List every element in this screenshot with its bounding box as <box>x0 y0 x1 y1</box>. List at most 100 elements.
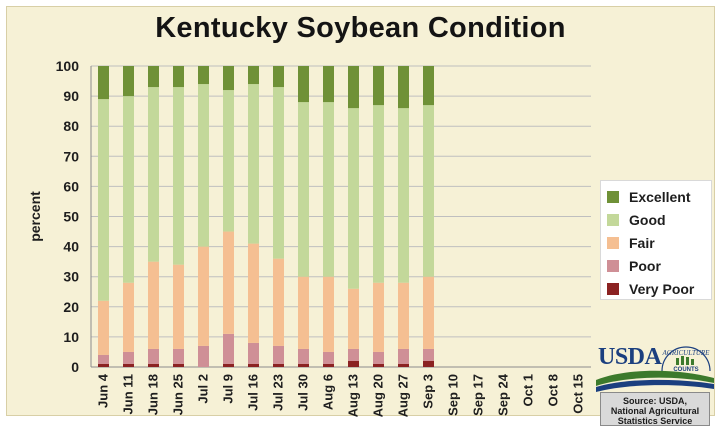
y-tick-label: 90 <box>63 88 79 104</box>
legend-label-very-poor: Very Poor <box>629 280 695 297</box>
bar-poor <box>323 351 334 364</box>
bar-fair <box>273 258 284 346</box>
bar-excellent <box>123 66 134 97</box>
x-tick-label: Sep 24 <box>496 373 511 416</box>
legend-label-excellent: Excellent <box>629 188 691 205</box>
bar-fair <box>398 282 409 349</box>
legend-label-poor: Poor <box>629 257 661 274</box>
x-tick-label: Jul 30 <box>296 374 311 411</box>
x-tick-label: Aug 20 <box>371 374 386 417</box>
x-tick-label: Jun 4 <box>96 373 111 408</box>
bar-fair <box>423 276 434 349</box>
bar-good <box>148 87 159 262</box>
bar-very-poor <box>398 363 409 367</box>
bar-fair <box>248 243 259 343</box>
legend-item-excellent: Excellent <box>607 185 705 208</box>
bar-fair <box>148 261 159 349</box>
bar-excellent <box>298 66 309 103</box>
bar-very-poor <box>373 363 384 367</box>
x-tick-label: Jun 25 <box>171 374 186 415</box>
legend-item-good: Good <box>607 208 705 231</box>
bar-fair <box>198 246 209 346</box>
bar-poor <box>298 348 309 364</box>
bar-very-poor <box>248 363 259 367</box>
badge-top-text: AGRICULTURE <box>662 349 711 357</box>
bar-good <box>398 108 409 283</box>
source-line-1: Source: USDA, <box>622 396 687 406</box>
x-tick-label: Oct 1 <box>521 374 536 407</box>
bar-fair <box>223 231 234 334</box>
badge-bottom-text: COUNTS <box>673 367 698 373</box>
bar-very-poor <box>123 363 134 367</box>
bar-excellent <box>323 66 334 103</box>
bar-fair <box>173 264 184 349</box>
bar-excellent <box>398 66 409 109</box>
source-line-3: Statistics Service <box>617 416 693 426</box>
bar-excellent <box>98 66 109 100</box>
bar-poor <box>248 342 259 364</box>
x-tick-label: Sep 3 <box>421 374 436 409</box>
bar-excellent <box>173 66 184 88</box>
bar-very-poor <box>148 363 159 367</box>
x-tick-label: Aug 6 <box>321 374 336 410</box>
bar-excellent <box>348 66 359 109</box>
bar-poor <box>148 348 159 364</box>
bar-good <box>98 99 109 301</box>
bar-poor <box>423 348 434 361</box>
bar-very-poor <box>98 363 109 367</box>
legend-swatch-very-poor <box>607 282 619 295</box>
y-tick-label: 20 <box>63 299 79 315</box>
bar-good <box>423 105 434 277</box>
usda-logo: USDA AGRICULTURE COUNTS Source: USDA, Na… <box>596 344 714 426</box>
y-tick-label: 80 <box>63 118 79 134</box>
bar-very-poor <box>273 363 284 367</box>
bar-fair <box>298 276 309 349</box>
bar-very-poor <box>223 363 234 367</box>
x-tick-label: Aug 13 <box>346 374 361 417</box>
bar-good <box>373 105 384 283</box>
bar-poor <box>198 345 209 367</box>
x-tick-label: Jun 18 <box>146 374 161 415</box>
bar-good <box>273 87 284 259</box>
bar-excellent <box>273 66 284 88</box>
bar-excellent <box>198 66 209 85</box>
x-tick-label: Oct 15 <box>571 374 586 414</box>
bar-good <box>198 84 209 247</box>
bar-good <box>123 96 134 283</box>
x-tick-label: Jul 9 <box>221 374 236 404</box>
bar-good <box>173 87 184 265</box>
chart-title: Kentucky Soybean Condition <box>155 12 566 44</box>
bar-fair <box>123 282 134 352</box>
x-tick-label: Jul 2 <box>196 374 211 404</box>
agriculture-counts-badge-icon: AGRICULTURE COUNTS <box>661 346 711 373</box>
y-tick-label: 40 <box>63 239 79 255</box>
legend: Excellent Good Fair Poor Very Poor <box>600 180 712 300</box>
y-tick-label: 0 <box>71 359 79 375</box>
bar-poor <box>173 348 184 364</box>
bar-fair <box>373 282 384 352</box>
bar-poor <box>373 351 384 364</box>
bar-excellent <box>248 66 259 85</box>
legend-swatch-fair <box>607 236 619 249</box>
bar-good <box>248 84 259 244</box>
y-tick-label: 30 <box>63 269 79 285</box>
bar-good <box>323 102 334 277</box>
legend-label-good: Good <box>629 211 666 228</box>
y-tick-label: 50 <box>63 209 79 225</box>
source-note: Source: USDA, National Agricultural Stat… <box>600 392 710 426</box>
x-tick-label: Oct 8 <box>546 374 561 407</box>
bar-very-poor <box>423 360 434 367</box>
source-line-2: National Agricultural <box>610 406 700 416</box>
bar-very-poor <box>348 360 359 367</box>
bar-very-poor <box>298 363 309 367</box>
x-tick-label: Sep 17 <box>471 374 486 416</box>
usda-swoosh-icon <box>596 370 714 392</box>
bar-poor <box>123 351 134 364</box>
y-tick-label: 100 <box>56 58 80 74</box>
legend-swatch-good <box>607 213 619 226</box>
bar-good <box>223 90 234 232</box>
bar-fair <box>98 300 109 355</box>
bar-poor <box>348 348 359 361</box>
bar-fair <box>348 288 359 349</box>
